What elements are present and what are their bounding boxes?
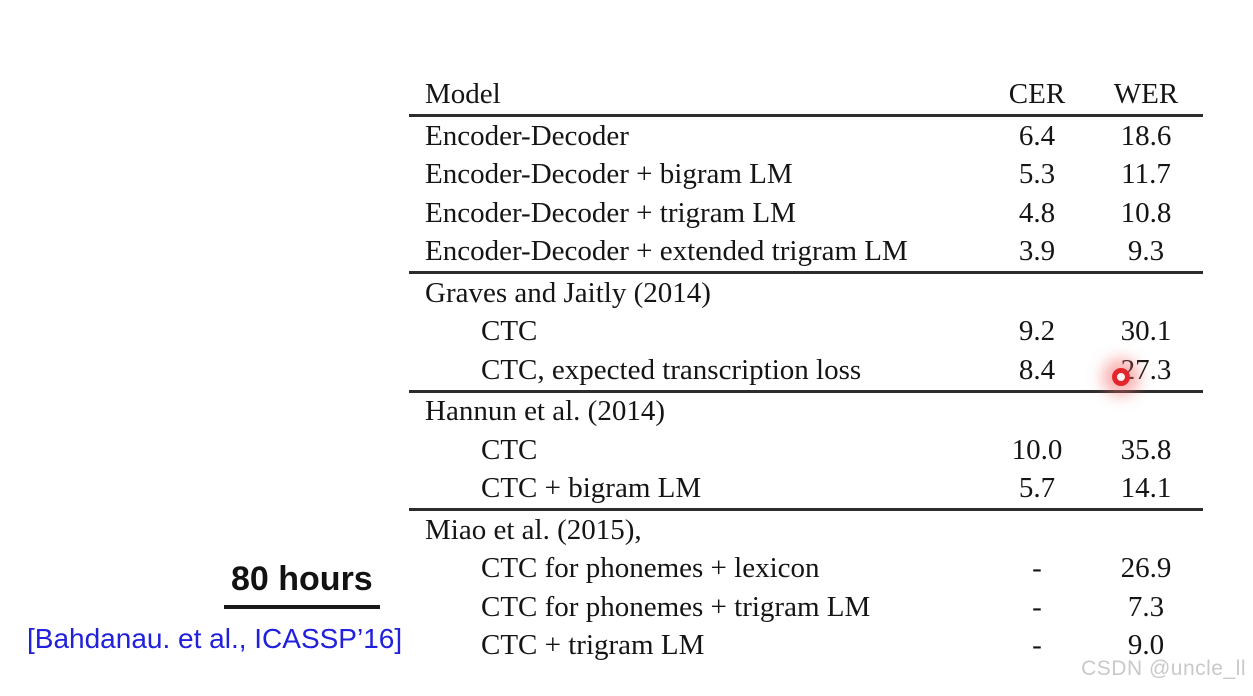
- results-table: Model CER WER Encoder-Decoder 6.4 18.6 E…: [409, 75, 1203, 665]
- csdn-watermark: CSDN @uncle_ll: [1081, 657, 1246, 680]
- model-cell: CTC for phonemes + lexicon: [481, 552, 820, 585]
- table-section-encoder-decoder: Encoder-Decoder 6.4 18.6 Encoder-Decoder…: [409, 117, 1203, 274]
- col-header-wer: WER: [1113, 78, 1179, 110]
- cer-cell: 4.8: [1018, 196, 1056, 229]
- wer-cell: 7.3: [1127, 590, 1165, 623]
- wer-cell: 14.1: [1120, 472, 1172, 505]
- wer-cell: 27.3: [1120, 353, 1172, 386]
- table-section-graves-jaitly: Graves and Jaitly (2014) CTC 9.2 30.1 CT…: [409, 274, 1203, 393]
- table-row: CTC for phonemes + lexicon - 26.9: [409, 550, 1203, 589]
- table-row: CTC for phonemes + trigram LM - 7.3: [409, 588, 1203, 627]
- table-row: Encoder-Decoder + trigram LM 4.8 10.8: [409, 194, 1203, 233]
- model-cell: CTC for phonemes + trigram LM: [481, 590, 871, 623]
- training-hours-label: 80 hours: [224, 560, 380, 609]
- table-row: CTC + trigram LM - 9.0: [409, 627, 1203, 666]
- table-section-miao: Miao et al. (2015), CTC for phonemes + l…: [409, 511, 1203, 665]
- cer-cell: -: [1032, 552, 1042, 585]
- col-header-model: Model: [425, 78, 501, 110]
- cer-cell: 10.0: [1011, 433, 1063, 466]
- cer-cell: 5.3: [1018, 158, 1056, 191]
- table-row: CTC 9.2 30.1: [409, 313, 1203, 352]
- table-row: CTC 10.0 35.8: [409, 431, 1203, 470]
- group-label-cell: Miao et al. (2015),: [425, 513, 642, 546]
- cer-cell: -: [1032, 629, 1042, 662]
- model-cell: CTC + bigram LM: [481, 472, 702, 505]
- wer-cell: 26.9: [1120, 552, 1172, 585]
- laser-pointer-dot: [1112, 368, 1130, 386]
- model-cell: CTC, expected transcription loss: [481, 353, 862, 386]
- table-row: Encoder-Decoder + bigram LM 5.3 11.7: [409, 156, 1203, 195]
- table-row: CTC, expected transcription loss 8.4 27.…: [409, 351, 1203, 390]
- model-cell: Encoder-Decoder: [425, 119, 629, 152]
- wer-cell: 11.7: [1121, 158, 1171, 191]
- table-section-hannun: Hannun et al. (2014) CTC 10.0 35.8 CTC +…: [409, 393, 1203, 511]
- cer-cell: 8.4: [1018, 353, 1056, 386]
- group-label-cell: Graves and Jaitly (2014): [425, 276, 711, 309]
- table-row: Encoder-Decoder + extended trigram LM 3.…: [409, 233, 1203, 272]
- model-cell: CTC: [481, 315, 538, 348]
- wer-cell: 18.6: [1120, 119, 1172, 152]
- model-cell: Encoder-Decoder + bigram LM: [425, 158, 793, 191]
- table-group-header-row: Hannun et al. (2014): [409, 393, 1203, 432]
- model-cell: Encoder-Decoder + extended trigram LM: [425, 235, 908, 268]
- model-cell: Encoder-Decoder + trigram LM: [425, 196, 796, 229]
- wer-cell: 9.0: [1127, 629, 1165, 662]
- wer-cell: 35.8: [1120, 433, 1172, 466]
- table-group-header-row: Graves and Jaitly (2014): [409, 274, 1203, 313]
- cer-cell: 9.2: [1018, 315, 1056, 348]
- col-header-cer: CER: [1008, 78, 1066, 110]
- table-row: Encoder-Decoder 6.4 18.6: [409, 117, 1203, 156]
- cer-cell: -: [1032, 590, 1042, 623]
- cer-cell: 5.7: [1018, 472, 1056, 505]
- table-header-row: Model CER WER: [409, 75, 1203, 117]
- wer-cell: 30.1: [1120, 315, 1172, 348]
- model-cell: CTC + trigram LM: [481, 629, 705, 662]
- cer-cell: 3.9: [1018, 235, 1056, 268]
- group-label-cell: Hannun et al. (2014): [425, 395, 665, 428]
- citation-reference: [Bahdanau. et al., ICASSP’16]: [27, 623, 403, 654]
- table-group-header-row: Miao et al. (2015),: [409, 511, 1203, 550]
- cer-cell: 6.4: [1018, 119, 1056, 152]
- table-row: CTC + bigram LM 5.7 14.1: [409, 470, 1203, 509]
- wer-cell: 10.8: [1120, 196, 1172, 229]
- model-cell: CTC: [481, 433, 538, 466]
- wer-cell: 9.3: [1127, 235, 1165, 268]
